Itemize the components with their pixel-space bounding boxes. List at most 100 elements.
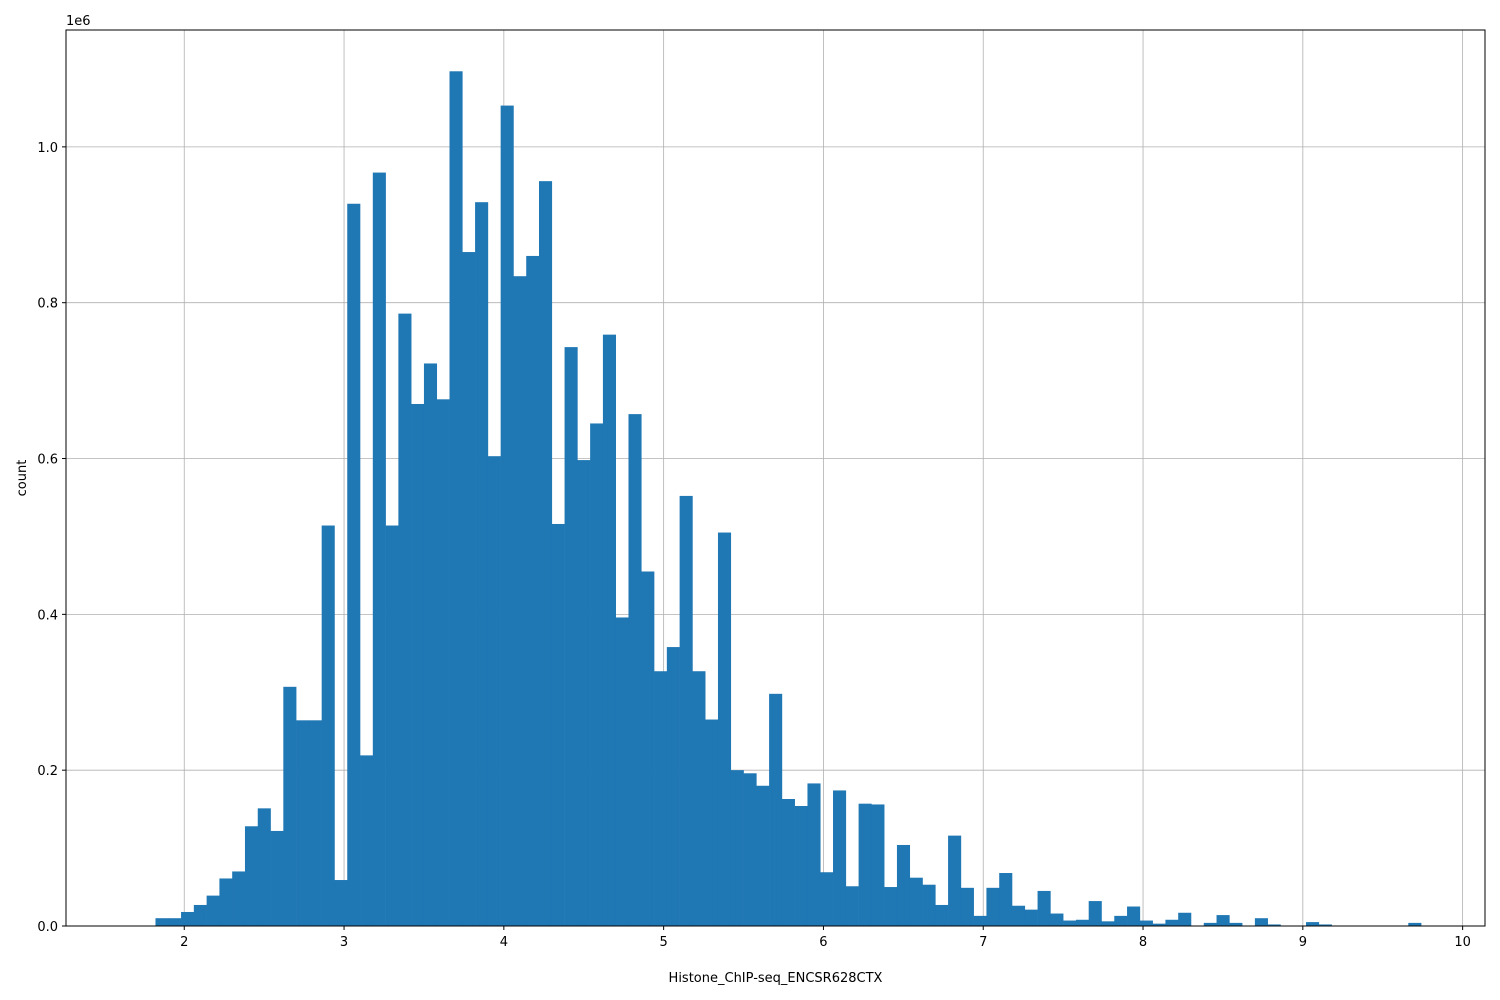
histogram-bar xyxy=(705,719,719,926)
histogram-bar xyxy=(385,525,399,926)
x-tick-label: 7 xyxy=(979,935,987,950)
histogram-bar xyxy=(590,423,604,926)
histogram-bar xyxy=(321,525,335,926)
histogram-bar xyxy=(398,313,412,926)
x-axis-ticks: 2 3 4 5 6 7 8 9 10 xyxy=(180,926,1471,950)
histogram-bar xyxy=(155,918,169,926)
histogram-bar xyxy=(1318,924,1332,926)
histogram-bar xyxy=(308,720,322,926)
histogram-bar xyxy=(884,887,898,926)
histogram-bar xyxy=(794,806,808,926)
y-tick-label: 0.8 xyxy=(37,297,58,312)
histogram-bar xyxy=(1075,919,1090,926)
y-tick-label: 1.0 xyxy=(37,141,58,156)
histogram-bar xyxy=(244,826,259,926)
histogram-bar xyxy=(1127,906,1141,926)
histogram-bar xyxy=(1165,919,1179,926)
histogram-bar xyxy=(232,871,246,926)
x-tick-label: 9 xyxy=(1299,935,1307,950)
y-axis-ticks: 0.0 0.2 0.4 0.6 0.8 1.0 xyxy=(37,141,66,935)
histogram-bar xyxy=(858,803,872,926)
x-axis-label: Histone_ChIP-seq_ENCSR628CTX xyxy=(669,971,883,986)
histogram-bar xyxy=(1050,913,1064,926)
histogram-bar xyxy=(1152,923,1166,926)
histogram-bar xyxy=(730,770,744,926)
histogram-bar xyxy=(820,872,834,926)
histogram-bar xyxy=(1139,920,1153,926)
histogram-bar xyxy=(628,414,642,926)
histogram-bar xyxy=(935,904,949,926)
histogram-bar xyxy=(257,808,271,926)
y-tick-label: 0.0 xyxy=(37,920,58,935)
histogram-bar xyxy=(475,202,489,927)
x-tick-label: 10 xyxy=(1454,935,1471,950)
histogram-bar xyxy=(641,571,655,926)
histogram-bar xyxy=(462,252,476,926)
histogram-bar xyxy=(193,904,207,926)
histogram-bar xyxy=(999,873,1013,926)
histogram-bar xyxy=(411,403,425,926)
x-tick-label: 5 xyxy=(660,935,668,950)
histogram-bar xyxy=(1267,924,1281,926)
histogram-bar xyxy=(1024,909,1038,926)
histogram-bar xyxy=(833,790,847,926)
histogram-bar xyxy=(1178,912,1192,926)
histogram-bar xyxy=(1063,920,1077,926)
histogram-bar xyxy=(436,399,450,926)
histogram-bar xyxy=(666,647,680,926)
histogram-bar xyxy=(756,785,770,926)
histogram-bar xyxy=(1254,918,1268,926)
histogram-bar xyxy=(960,887,974,926)
x-tick-label: 8 xyxy=(1139,935,1147,950)
x-tick-label: 3 xyxy=(340,935,348,950)
x-tick-label: 4 xyxy=(500,935,508,950)
y-tick-label: 0.2 xyxy=(37,764,58,779)
histogram-bar xyxy=(948,835,962,926)
histogram-bar xyxy=(1101,921,1115,926)
histogram-bar xyxy=(423,363,438,926)
histogram-bar xyxy=(717,532,732,926)
histogram-bar xyxy=(334,880,348,926)
histogram-bar xyxy=(692,671,706,926)
histogram-bar xyxy=(781,799,795,926)
histogram-bar xyxy=(449,71,463,926)
histogram-bar xyxy=(922,884,936,926)
histogram-bar xyxy=(564,347,578,926)
histogram-bar xyxy=(1012,905,1026,926)
histogram-bar xyxy=(1114,915,1128,926)
y-tick-label: 0.6 xyxy=(37,453,58,468)
histogram-bar xyxy=(1216,915,1230,926)
histogram-bar xyxy=(743,773,757,926)
histogram-bar xyxy=(769,693,783,926)
histogram-bar xyxy=(1203,922,1217,926)
histogram-bar xyxy=(1088,901,1102,926)
histogram-bar xyxy=(909,877,923,926)
histogram-bar xyxy=(526,255,540,927)
histogram-bar xyxy=(615,617,629,926)
histogram-bar xyxy=(296,720,310,926)
histogram-bar xyxy=(372,172,386,926)
histogram-bar xyxy=(1229,922,1243,926)
histogram-bar xyxy=(539,181,553,926)
histogram-bar xyxy=(577,460,591,926)
histogram-bar xyxy=(168,918,182,926)
histogram-bar xyxy=(500,105,514,926)
x-tick-label: 6 xyxy=(819,935,827,950)
histogram-bar xyxy=(845,886,859,926)
histogram-bar xyxy=(654,671,668,926)
histogram-bar xyxy=(1037,890,1051,926)
histogram-bar xyxy=(1408,922,1422,926)
histogram-bar xyxy=(679,495,693,926)
histogram-bar xyxy=(347,203,361,926)
histogram-bar xyxy=(487,456,501,926)
plot-frame xyxy=(65,29,1486,927)
histogram-bar xyxy=(206,895,220,926)
histogram-bar xyxy=(283,686,297,926)
histogram-bar xyxy=(986,887,1000,926)
y-offset-label: 1e6 xyxy=(66,14,91,29)
histogram-bar xyxy=(181,911,195,926)
histogram-bars xyxy=(155,71,1422,927)
y-axis-label: count xyxy=(15,460,30,497)
histogram-bar xyxy=(871,804,885,926)
